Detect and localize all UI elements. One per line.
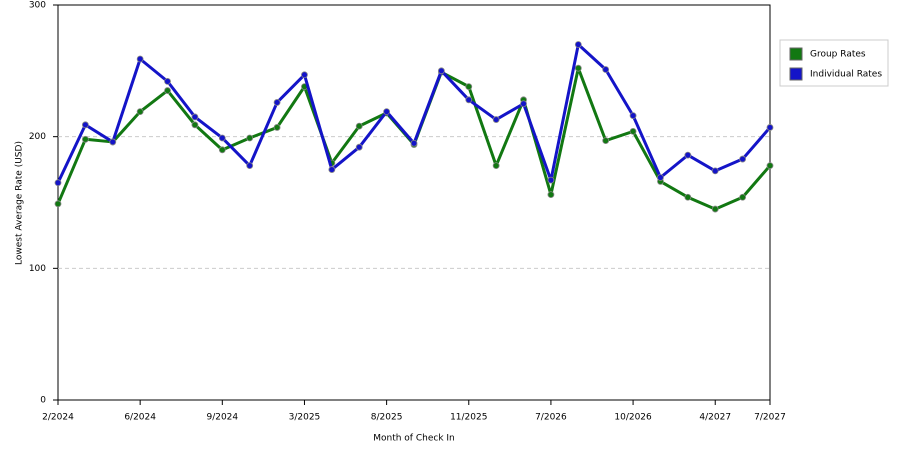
legend-swatch (789, 47, 803, 61)
x-tick-label: 7/2027 (754, 413, 786, 423)
point (574, 64, 582, 72)
point (492, 116, 500, 123)
point (602, 137, 610, 145)
point (54, 200, 62, 208)
point (81, 135, 89, 143)
point (164, 87, 171, 94)
point (766, 162, 774, 170)
x-tick-label: 9/2024 (206, 413, 238, 423)
point (164, 77, 171, 85)
legend-label: Individual Rates (810, 70, 882, 80)
point (492, 162, 500, 170)
point (711, 167, 719, 175)
point (109, 138, 117, 146)
y-axis-label: Lowest Average Rate (USD) (15, 141, 25, 265)
point (136, 55, 144, 63)
point (54, 179, 62, 187)
y-tick-label: 300 (29, 1, 46, 11)
x-tick-label: 2/2024 (42, 413, 74, 423)
y-tick-label: 200 (29, 132, 46, 142)
point (218, 146, 226, 154)
x-tick-label: 11/2025 (450, 413, 487, 423)
point (629, 112, 637, 119)
series-line (56, 43, 772, 184)
point (355, 122, 363, 130)
point (684, 151, 692, 159)
x-tick-label: 3/2025 (289, 413, 321, 423)
point (136, 108, 144, 116)
x-tick-label: 6/2024 (124, 413, 156, 423)
point (273, 99, 281, 106)
point (465, 96, 473, 104)
legend-swatch (789, 67, 803, 81)
point (465, 83, 473, 91)
point (191, 113, 199, 121)
x-tick-label: 4/2027 (699, 413, 731, 423)
x-tick-label: 7/2026 (535, 413, 567, 423)
point (246, 134, 254, 142)
point (355, 143, 363, 151)
point (739, 155, 747, 163)
point (547, 176, 555, 184)
point (574, 41, 582, 48)
point (218, 134, 226, 142)
point (629, 127, 637, 135)
y-tick-label: 100 (29, 264, 46, 274)
point (739, 193, 747, 201)
point (410, 139, 418, 147)
point (328, 166, 336, 173)
point (191, 121, 199, 129)
point (602, 66, 610, 73)
point (520, 100, 527, 108)
legend-label: Group Rates (810, 50, 866, 60)
x-axis-label: Month of Check In (373, 434, 455, 444)
point (383, 108, 391, 116)
point (273, 124, 281, 131)
point (547, 191, 555, 199)
y-tick-label: 0 (40, 396, 46, 406)
point (684, 193, 692, 201)
point (437, 67, 445, 75)
x-tick-label: 10/2026 (614, 413, 652, 423)
point (657, 174, 664, 181)
x-tick-label: 8/2025 (371, 413, 403, 423)
plot-area (57, 4, 771, 401)
point (301, 71, 308, 79)
point (711, 205, 719, 213)
point (246, 162, 254, 170)
point (81, 121, 89, 129)
point (766, 124, 774, 131)
